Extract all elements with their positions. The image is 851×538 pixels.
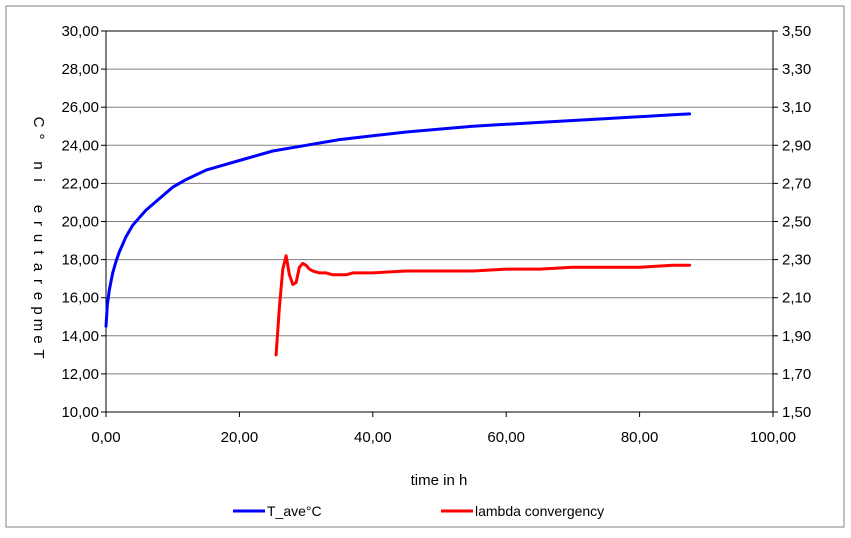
y-left-tick-label: 22,00 bbox=[61, 175, 99, 192]
y-left-tick-label: 28,00 bbox=[61, 61, 99, 78]
y-axis-label-char: p bbox=[30, 306, 47, 314]
y-right-tick-label: 1,50 bbox=[782, 404, 811, 421]
legend: T_ave°C lambda convergency bbox=[233, 503, 604, 519]
y-axis-label-char: i bbox=[30, 178, 47, 181]
y-axis-label-char: e bbox=[30, 205, 47, 213]
y-left-tick-label: 12,00 bbox=[61, 366, 99, 383]
grid-lines bbox=[106, 68, 773, 375]
x-tick-label: 20,00 bbox=[221, 429, 259, 446]
y-axis-label-char: a bbox=[30, 263, 47, 272]
series-line-1 bbox=[104, 112, 692, 328]
y-right-tick-label: 1,90 bbox=[782, 328, 811, 345]
y-left-tick-label: 10,00 bbox=[61, 404, 99, 421]
y-right-tick-label: 1,70 bbox=[782, 366, 811, 383]
y-left-tick-label: 14,00 bbox=[61, 328, 99, 345]
x-tick-label: 0,00 bbox=[91, 429, 120, 446]
y-axis-label-char: T bbox=[30, 349, 47, 358]
axes: 10,00 12,00 14,00 16,00 18,00 20,00 22,00 24,00… bbox=[61, 23, 811, 446]
y-axis-label-char: m bbox=[30, 319, 47, 332]
series-line-2 bbox=[274, 254, 692, 357]
y-left-tick-label: 30,00 bbox=[61, 23, 99, 40]
x-tick-label: 60,00 bbox=[487, 429, 525, 446]
y-left-tick-label: 24,00 bbox=[61, 137, 99, 154]
y-left-tick-label: 18,00 bbox=[61, 252, 99, 269]
y-axis-label-char: u bbox=[30, 234, 47, 242]
y-right-tick-label: 3,50 bbox=[782, 23, 811, 40]
y-right-tick-label: 3,30 bbox=[782, 61, 811, 78]
y-right-tick-label: 2,90 bbox=[782, 137, 811, 154]
y-left-tick-label: 26,00 bbox=[61, 99, 99, 116]
legend-label-1: T_ave°C bbox=[267, 503, 322, 519]
y-axis-label-char: n bbox=[30, 161, 47, 169]
y-right-tick-label: 2,70 bbox=[782, 175, 811, 192]
y-axis-label-char: e bbox=[30, 335, 47, 343]
x-tick-label: 100,00 bbox=[750, 429, 796, 446]
x-axis-label: time in h bbox=[411, 472, 468, 489]
y-axis-label-char: t bbox=[30, 250, 47, 255]
y-right-tick-label: 3,10 bbox=[782, 99, 811, 116]
y-left-tick-label: 20,00 bbox=[61, 214, 99, 231]
chart-border bbox=[5, 5, 845, 528]
legend-label-2: lambda convergency bbox=[475, 503, 604, 519]
y-axis-label-char: r bbox=[30, 221, 47, 226]
series-lines bbox=[104, 112, 692, 357]
y-axis-label-char: ° bbox=[30, 134, 47, 140]
y-axis-label-char: C bbox=[30, 117, 47, 128]
y-axis-label-char: r bbox=[30, 279, 47, 284]
y-left-tick-label: 16,00 bbox=[61, 290, 99, 307]
y-axis-label-char: e bbox=[30, 292, 47, 300]
x-tick-label: 40,00 bbox=[354, 429, 392, 446]
y-right-tick-label: 2,10 bbox=[782, 290, 811, 307]
x-tick-label: 80,00 bbox=[621, 429, 659, 446]
y-right-tick-label: 2,50 bbox=[782, 214, 811, 231]
y-right-tick-label: 2,30 bbox=[782, 252, 811, 269]
